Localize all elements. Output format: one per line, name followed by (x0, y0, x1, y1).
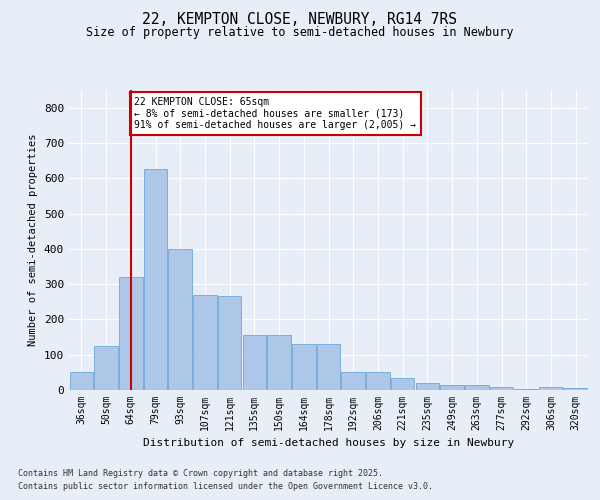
Bar (564, 388, 587, 390)
Bar (366, 372, 389, 390)
X-axis label: Distribution of semi-detached houses by size in Newbury: Distribution of semi-detached houses by … (143, 438, 514, 448)
Bar (144, 170, 167, 390)
Bar (539, 387, 563, 390)
Bar (514, 389, 538, 390)
Bar (242, 336, 266, 390)
Bar (465, 384, 488, 390)
Bar (440, 384, 464, 390)
Bar (416, 383, 439, 390)
Text: Size of property relative to semi-detached houses in Newbury: Size of property relative to semi-detach… (86, 26, 514, 39)
Text: Contains HM Land Registry data © Crown copyright and database right 2025.: Contains HM Land Registry data © Crown c… (18, 468, 383, 477)
Bar (292, 344, 316, 390)
Text: Contains public sector information licensed under the Open Government Licence v3: Contains public sector information licen… (18, 482, 433, 491)
Bar (317, 344, 340, 390)
Bar (490, 387, 513, 390)
Text: 22 KEMPTON CLOSE: 65sqm
← 8% of semi-detached houses are smaller (173)
91% of se: 22 KEMPTON CLOSE: 65sqm ← 8% of semi-det… (134, 97, 416, 130)
Bar (218, 296, 241, 390)
Bar (119, 277, 143, 390)
Bar (268, 336, 291, 390)
Bar (391, 378, 415, 390)
Bar (169, 249, 192, 390)
Bar (94, 346, 118, 390)
Bar (193, 294, 217, 390)
Bar (341, 372, 365, 390)
Y-axis label: Number of semi-detached properties: Number of semi-detached properties (28, 134, 38, 346)
Bar (70, 372, 93, 390)
Text: 22, KEMPTON CLOSE, NEWBURY, RG14 7RS: 22, KEMPTON CLOSE, NEWBURY, RG14 7RS (143, 12, 458, 28)
